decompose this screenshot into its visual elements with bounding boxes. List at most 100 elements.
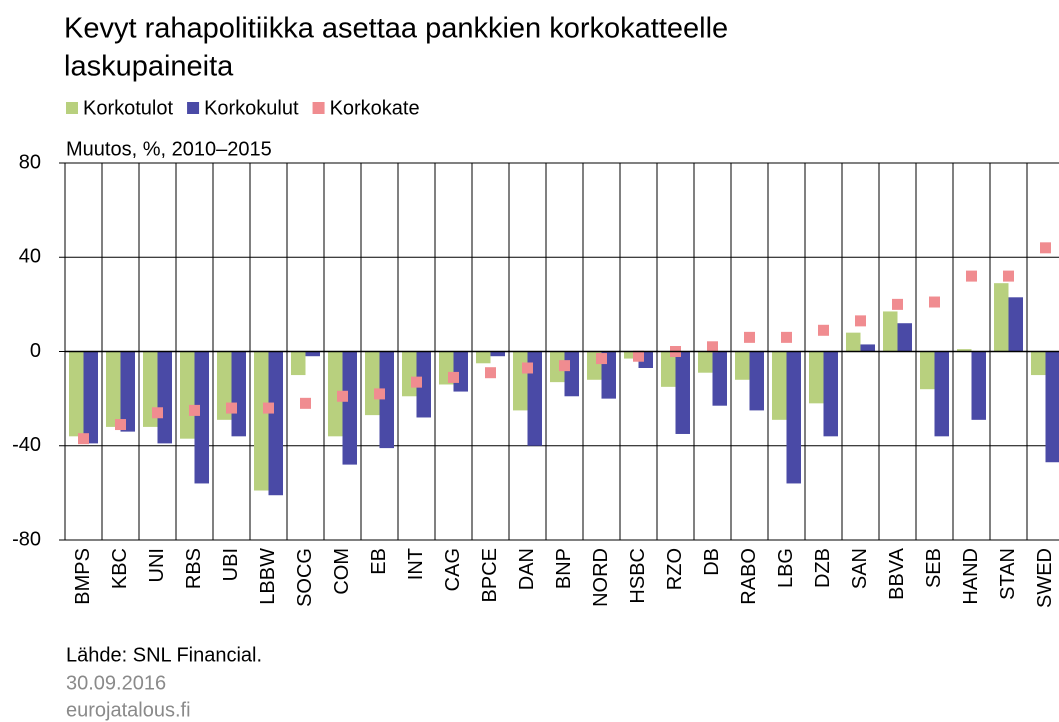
x-tick-label: STAN: [997, 548, 1019, 600]
bar: [735, 351, 750, 380]
x-tick-label: RABO: [738, 548, 760, 605]
y-tick-label: -40: [12, 434, 41, 456]
marker: [78, 433, 89, 445]
bar: [1008, 297, 1023, 352]
site: eurojatalous.fi: [66, 699, 191, 721]
bar: [453, 351, 468, 392]
bar: [994, 283, 1009, 352]
x-tick-label: CAG: [442, 548, 464, 591]
marker: [448, 371, 459, 383]
x-tick-label: KBC: [109, 548, 131, 589]
legend-swatch: [66, 102, 78, 114]
bar: [342, 351, 357, 465]
x-tick-label: LBG: [775, 548, 797, 588]
bar: [823, 351, 838, 437]
x-tick-label: INT: [405, 548, 427, 580]
x-tick-label: SOCG: [294, 548, 316, 607]
x-tick-label: BMPS: [72, 548, 94, 605]
bar: [157, 351, 172, 444]
bar: [934, 351, 949, 437]
marker: [337, 390, 348, 402]
bar: [1045, 351, 1059, 463]
x-tick-label: DZB: [812, 548, 834, 588]
marker: [300, 397, 311, 409]
bar: [527, 351, 542, 446]
marker: [1003, 270, 1014, 282]
bar: [490, 351, 505, 357]
bar: [698, 351, 713, 373]
marker: [855, 315, 866, 327]
marker: [411, 376, 422, 388]
x-tick-label: HAND: [960, 548, 982, 605]
bar: [365, 351, 380, 416]
bar: [231, 351, 246, 437]
bar: [564, 351, 579, 397]
bar: [305, 351, 320, 357]
x-tick-label: UNI: [146, 548, 168, 582]
legend-swatch: [312, 102, 325, 114]
bar: [786, 351, 801, 484]
marker: [929, 296, 940, 308]
bar: [749, 351, 764, 411]
marker: [559, 360, 570, 372]
bar: [328, 351, 343, 437]
x-tick-label: RZO: [664, 548, 686, 590]
chart-title: laskupaineita: [64, 51, 234, 83]
x-tick-label: BPCE: [479, 548, 501, 602]
x-tick-label: BBVA: [886, 547, 908, 600]
bar: [180, 351, 195, 439]
bar: [675, 351, 690, 434]
bar: [883, 311, 898, 352]
bar: [772, 351, 787, 420]
x-tick-label: EB: [368, 548, 390, 575]
x-tick-label: DB: [701, 548, 723, 576]
x-tick-label: UBI: [220, 548, 242, 581]
x-tick-label: LBBW: [257, 548, 279, 605]
legend-label: Korkokulut: [204, 97, 299, 119]
bar: [291, 351, 306, 376]
marker: [226, 402, 237, 414]
marker: [485, 367, 496, 379]
chart-title: Kevyt rahapolitiikka asettaa pankkien ko…: [64, 13, 728, 45]
bar: [513, 351, 528, 411]
bar: [897, 323, 912, 352]
x-tick-label: SAN: [849, 548, 871, 589]
bar: [402, 351, 417, 397]
legend-label: Korkotulot: [83, 97, 173, 119]
marker: [152, 407, 163, 419]
x-tick-label: DAN: [516, 548, 538, 590]
x-tick-label: HSBC: [627, 548, 649, 604]
bar: [120, 351, 135, 432]
marker: [596, 353, 607, 365]
bar: [920, 351, 935, 390]
bar: [809, 351, 824, 404]
y-tick-label: 0: [30, 340, 41, 362]
x-tick-label: BNP: [553, 548, 575, 589]
bar: [416, 351, 431, 418]
bar: [971, 351, 986, 420]
marker: [892, 298, 903, 310]
bar: [1031, 351, 1046, 376]
marker: [374, 388, 385, 400]
bar: [957, 349, 972, 352]
bar: [712, 351, 727, 406]
legend-swatch: [187, 102, 200, 114]
x-tick-label: SEB: [923, 548, 945, 588]
marker: [633, 350, 644, 362]
marker: [966, 270, 977, 282]
bar: [83, 351, 98, 444]
subtitle: Muutos, %, 2010–2015: [66, 138, 272, 160]
x-tick-label: RBS: [183, 548, 205, 589]
marker: [1040, 242, 1051, 254]
marker: [744, 331, 755, 343]
bar: [846, 332, 861, 352]
bar: [624, 351, 639, 359]
bar: [661, 351, 676, 387]
bar: [194, 351, 209, 484]
marker: [263, 402, 274, 414]
x-tick-label: NORD: [590, 548, 612, 607]
date: 30.09.2016: [66, 672, 166, 694]
bar: [69, 351, 84, 437]
bar: [476, 351, 491, 364]
y-tick-label: 80: [19, 151, 41, 173]
